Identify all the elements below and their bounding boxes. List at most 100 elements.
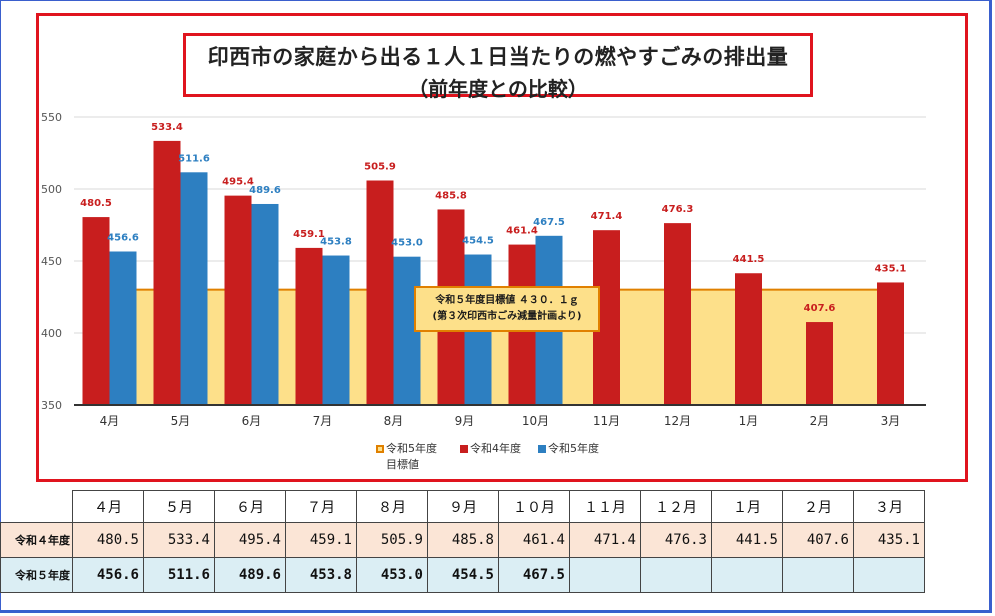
table-cell: 435.1 bbox=[853, 522, 925, 558]
table-row-label: 令和４年度 bbox=[0, 522, 73, 558]
data-label-r4: 476.3 bbox=[662, 204, 694, 215]
data-label-r5: 511.6 bbox=[178, 153, 210, 164]
bar-r4 bbox=[153, 140, 181, 406]
x-tick-label: 8月 bbox=[384, 414, 404, 428]
chart-title-box: 印西市の家庭から出る１人１日当たりの燃やすごみの排出量 （前年度との比較） bbox=[183, 33, 813, 101]
chart-subtitle: （前年度との比較） bbox=[408, 77, 588, 101]
bar-r4 bbox=[735, 273, 762, 405]
data-label-r4: 480.5 bbox=[80, 198, 112, 209]
y-tick-label: 350 bbox=[41, 399, 62, 412]
bar-r5 bbox=[180, 172, 208, 405]
table-row-r4: 令和４年度 480.5 533.4 495.4 459.1 505.9 485.8 461.4… bbox=[0, 522, 925, 558]
data-label-r5: 453.8 bbox=[320, 237, 352, 248]
bar-r5 bbox=[109, 251, 137, 405]
data-label-r5: 456.6 bbox=[107, 232, 139, 243]
legend-swatch-r4 bbox=[460, 445, 468, 453]
y-tick-label: 450 bbox=[41, 255, 62, 268]
data-label-r4: 461.4 bbox=[506, 226, 538, 237]
table-header-cell: ７月 bbox=[285, 490, 357, 523]
data-table: ４月 ５月 ６月 ７月 ８月 ９月 １０月 １１月 １２月 １月 ２月 ３月 令和４年度 480.5 53… bbox=[0, 490, 925, 593]
table-header-row: ４月 ５月 ６月 ７月 ８月 ９月 １０月 １１月 １２月 １月 ２月 ３月 bbox=[0, 490, 925, 523]
table-header-cell: ９月 bbox=[427, 490, 499, 523]
table-cell: 485.8 bbox=[427, 522, 499, 558]
table-cell: 511.6 bbox=[143, 557, 215, 593]
table-cell: 489.6 bbox=[214, 557, 286, 593]
table-row-label: 令和５年度 bbox=[0, 557, 73, 593]
table-header-cell: ４月 bbox=[72, 490, 144, 523]
data-label-r4: 505.9 bbox=[364, 162, 396, 173]
y-tick-label: 400 bbox=[41, 327, 62, 340]
bar-r4 bbox=[877, 282, 904, 405]
legend-label-target-2: 目標値 bbox=[386, 458, 419, 471]
table-header-cell: ５月 bbox=[143, 490, 215, 523]
legend-item-r4: 令和4年度 bbox=[460, 440, 521, 456]
bar-r4 bbox=[224, 195, 252, 405]
y-tick-label: 550 bbox=[41, 111, 62, 124]
data-label-r5: 454.5 bbox=[462, 236, 494, 247]
bar-r5 bbox=[322, 255, 350, 405]
data-label-r4: 435.1 bbox=[875, 263, 907, 274]
table-header-cell: １１月 bbox=[569, 490, 641, 523]
legend-swatch-target bbox=[376, 445, 384, 453]
bar-r5 bbox=[251, 203, 279, 405]
legend-item-target: 令和5年度 目標値 bbox=[376, 440, 437, 472]
legend-label-target-1: 令和5年度 bbox=[386, 442, 437, 455]
table-header-cell: ２月 bbox=[782, 490, 854, 523]
bar-r4 bbox=[366, 180, 394, 405]
table-cell: 459.1 bbox=[285, 522, 357, 558]
table-cell: 533.4 bbox=[143, 522, 215, 558]
legend-swatch-r5 bbox=[538, 445, 546, 453]
table-cell: 441.5 bbox=[711, 522, 783, 558]
table-cell: 495.4 bbox=[214, 522, 286, 558]
target-note: 令和５年度目標値 ４３０．１ｇ (第３次印西市ごみ減量計画より) bbox=[414, 286, 600, 332]
bar-r4 bbox=[82, 217, 110, 405]
x-tick-label: 11月 bbox=[593, 414, 620, 428]
data-label-r4: 459.1 bbox=[293, 229, 325, 240]
x-tick-label: 6月 bbox=[242, 414, 262, 428]
data-label-r5: 453.0 bbox=[391, 238, 423, 249]
chart-border bbox=[36, 13, 968, 482]
table-header-cell: １０月 bbox=[498, 490, 570, 523]
table-cell bbox=[711, 557, 783, 593]
table-cell: 453.0 bbox=[356, 557, 428, 593]
chart-title: 印西市の家庭から出る１人１日当たりの燃やすごみの排出量 bbox=[207, 45, 789, 69]
table-corner-cell bbox=[0, 490, 73, 523]
table-cell: 467.5 bbox=[498, 557, 570, 593]
data-label-r4: 533.4 bbox=[151, 122, 183, 133]
table-cell bbox=[782, 557, 854, 593]
table-cell: 456.6 bbox=[72, 557, 144, 593]
bar-r4 bbox=[806, 322, 833, 405]
legend-item-r5: 令和5年度 bbox=[538, 440, 599, 456]
table-cell: 453.8 bbox=[285, 557, 357, 593]
table-cell: 407.6 bbox=[782, 522, 854, 558]
table-header-cell: ６月 bbox=[214, 490, 286, 523]
table-cell bbox=[640, 557, 712, 593]
table-cell bbox=[853, 557, 925, 593]
data-label-r5: 467.5 bbox=[533, 217, 565, 228]
y-tick-label: 500 bbox=[41, 183, 62, 196]
x-tick-label: 2月 bbox=[810, 414, 830, 428]
data-label-r4: 485.8 bbox=[435, 190, 467, 201]
table-header-cell: １月 bbox=[711, 490, 783, 523]
data-label-r4: 441.5 bbox=[733, 254, 765, 265]
table-header-cell: １２月 bbox=[640, 490, 712, 523]
legend-label-r4: 令和4年度 bbox=[470, 442, 521, 455]
x-tick-label: 12月 bbox=[664, 414, 691, 428]
bar-r4 bbox=[295, 247, 323, 405]
table-cell: 454.5 bbox=[427, 557, 499, 593]
target-note-line1: 令和５年度目標値 ４３０．１ｇ bbox=[435, 295, 579, 306]
data-label-r4: 495.4 bbox=[222, 177, 254, 188]
x-tick-label: 9月 bbox=[455, 414, 475, 428]
table-cell: 461.4 bbox=[498, 522, 570, 558]
x-tick-label: 4月 bbox=[100, 414, 120, 428]
table-cell: 476.3 bbox=[640, 522, 712, 558]
table-cell: 471.4 bbox=[569, 522, 641, 558]
table-cell bbox=[569, 557, 641, 593]
data-label-r4: 407.6 bbox=[804, 303, 836, 314]
x-tick-label: 7月 bbox=[313, 414, 333, 428]
table-cell: 505.9 bbox=[356, 522, 428, 558]
table-header-cell: ３月 bbox=[853, 490, 925, 523]
bar-r4 bbox=[664, 223, 691, 405]
